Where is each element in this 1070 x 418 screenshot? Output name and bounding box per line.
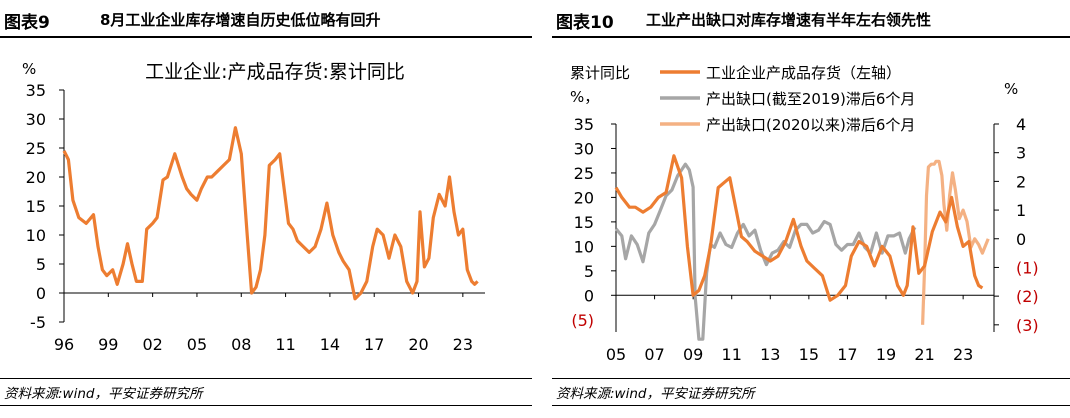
x-tick-label: 05 <box>606 345 626 364</box>
y2-tick-label: 1 <box>1016 201 1026 220</box>
y-tick-label: 5 <box>584 262 594 281</box>
y-tick-label: 15 <box>574 213 594 232</box>
x-tick-label: 14 <box>320 335 340 354</box>
figure-9-panel: 图表9 8月工业企业库存增速自历史低位略有回升 工业企业:产成品存货:累计同比%… <box>0 0 532 418</box>
y-tick-label: 20 <box>26 168 46 187</box>
inventory-line <box>614 154 984 302</box>
figure-10-heading: 工业产出缺口对库存增速有半年左右领先性 <box>646 11 932 29</box>
legend-label-1: 工业企业产成品存货（左轴） <box>706 64 901 82</box>
y-axis-label-line1: 累计同比 <box>570 64 630 82</box>
y2-tick-label: 4 <box>1016 115 1026 134</box>
x-tick-label: 08 <box>231 335 251 354</box>
y-tick-label: 20 <box>574 188 594 207</box>
x-tick-label: 11 <box>722 345 742 364</box>
x-tick-label: 02 <box>142 335 162 354</box>
y2-axis-label: % <box>1004 80 1018 98</box>
y-tick-label: 35 <box>26 81 46 100</box>
x-tick-label: 17 <box>364 335 384 354</box>
figure-9-source: 资料来源:wind，平安证券研究所 <box>4 386 203 402</box>
y2-tick-label: 0 <box>1016 230 1026 249</box>
y-tick-label: 10 <box>574 237 594 256</box>
figure-10-chart: 累计同比%， %05101520253035(5)43210(1)(2)(3)05… <box>570 64 1039 364</box>
x-tick-label: 21 <box>914 345 934 364</box>
y-tick-label: 15 <box>26 197 46 216</box>
figure-10-number: 图表10 <box>556 13 614 33</box>
x-tick-label: 99 <box>98 335 118 354</box>
x-tick-label: 19 <box>876 345 896 364</box>
y-tick-label: 0 <box>584 286 594 305</box>
legend-label-2: 产出缺口(截至2019)滞后6个月 <box>706 90 915 108</box>
y-tick-label: 30 <box>574 139 594 158</box>
y-tick-label: 25 <box>26 139 46 158</box>
figure-9-header: 图表9 8月工业企业库存增速自历史低位略有回升 <box>0 6 532 38</box>
y-axis-label-line2: %， <box>570 88 599 106</box>
figure-10-footer: 资料来源:wind，平安证券研究所 <box>552 378 1070 406</box>
y2-tick-label: (2) <box>1016 287 1039 306</box>
y2-tick-label: 3 <box>1016 144 1026 163</box>
y-tick-label: 30 <box>26 110 46 129</box>
figure-9-number: 图表9 <box>4 13 50 33</box>
y2-tick-label: 2 <box>1016 172 1026 191</box>
y-axis-label: % <box>22 60 36 78</box>
x-tick-label: 07 <box>644 345 664 364</box>
chart-title: 工业企业:产成品存货:累计同比 <box>145 61 405 83</box>
y2-tick-label: (3) <box>1016 316 1039 335</box>
output-gap-since2020-line <box>921 159 990 325</box>
inventory-yoy-line <box>62 126 479 301</box>
x-tick-label: 96 <box>54 335 74 354</box>
x-tick-label: 15 <box>799 345 819 364</box>
y-tick-label: 35 <box>574 115 594 134</box>
figure-9-footer: 资料来源:wind，平安证券研究所 <box>0 378 532 406</box>
y-tick-label-negative: (5) <box>571 311 594 330</box>
figure-10-header: 图表10 工业产出缺口对库存增速有半年左右领先性 <box>552 6 1070 38</box>
y-tick-label: 25 <box>574 164 594 183</box>
figure-10-source: 资料来源:wind，平安证券研究所 <box>556 386 755 402</box>
x-tick-label: 13 <box>760 345 780 364</box>
x-tick-label: 17 <box>837 345 857 364</box>
figure-9-heading: 8月工业企业库存增速自历史低位略有回升 <box>100 11 381 29</box>
figure-10-panel: 图表10 工业产出缺口对库存增速有半年左右领先性 累计同比%，% 0 5 10 15 20… <box>552 0 1070 418</box>
x-tick-label: 23 <box>953 345 973 364</box>
x-tick-label: 11 <box>275 335 295 354</box>
y2-tick-label: (1) <box>1016 258 1039 277</box>
y-tick-label: 0 <box>36 284 46 303</box>
x-tick-label: 20 <box>408 335 428 354</box>
x-tick-label: 23 <box>453 335 473 354</box>
x-tick-label: 09 <box>683 345 703 364</box>
y-tick-label: 5 <box>36 255 46 274</box>
x-tick-label: 05 <box>187 335 207 354</box>
y-tick-label: 10 <box>26 226 46 245</box>
y-tick-label: -5 <box>30 313 46 332</box>
legend-label-3: 产出缺口(2020以来)滞后6个月 <box>706 116 915 134</box>
